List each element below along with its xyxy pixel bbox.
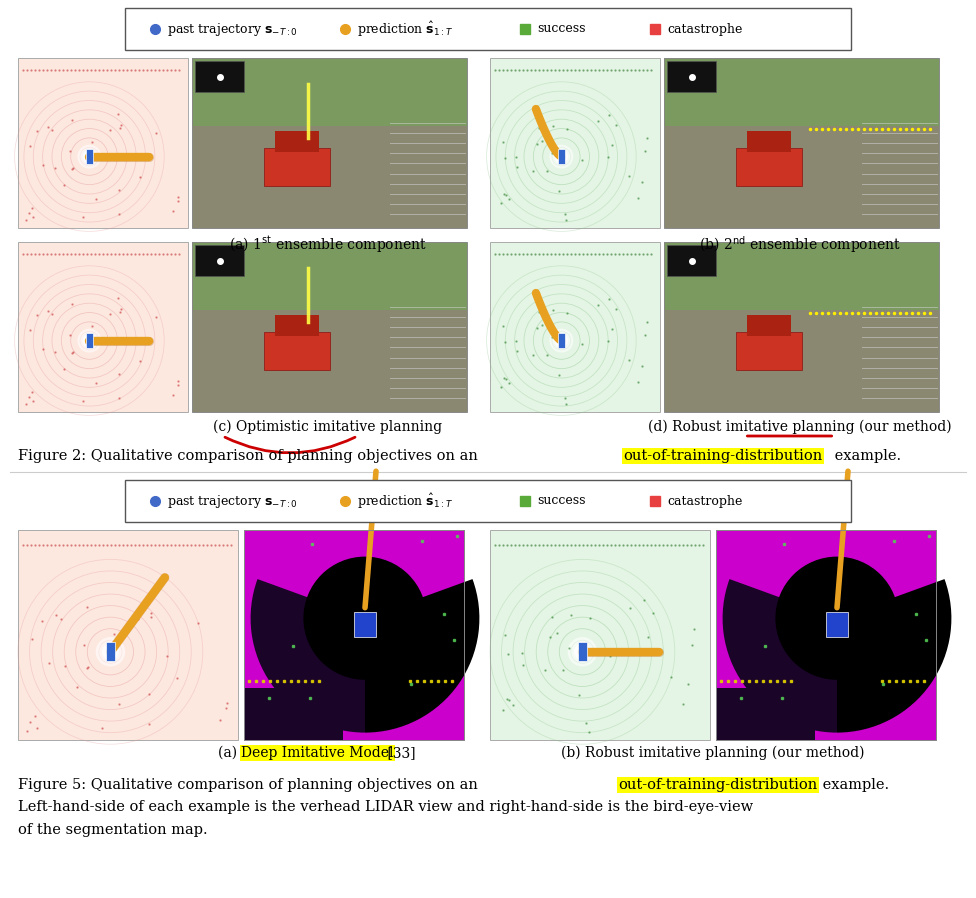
- Text: (b) 2$^{\mathrm{nd}}$ ensemble component: (b) 2$^{\mathrm{nd}}$ ensemble component: [699, 234, 901, 255]
- Text: out-of-training-distribution: out-of-training-distribution: [618, 778, 817, 792]
- Bar: [125, 480, 851, 522]
- Text: (b) Robust imitative planning (our method): (b) Robust imitative planning (our metho…: [561, 746, 865, 761]
- Wedge shape: [251, 579, 365, 733]
- Text: success: success: [537, 22, 586, 36]
- Text: success: success: [537, 495, 586, 507]
- Bar: [125, 8, 851, 50]
- Text: example.: example.: [830, 449, 901, 463]
- Bar: [716, 530, 936, 740]
- Bar: [192, 58, 467, 228]
- Circle shape: [96, 637, 125, 666]
- Circle shape: [574, 643, 590, 660]
- Bar: [664, 58, 939, 135]
- Text: (c) Optimistic imitative planning: (c) Optimistic imitative planning: [213, 420, 442, 435]
- Text: past trajectory $\mathbf{s}_{-T:0}$: past trajectory $\mathbf{s}_{-T:0}$: [167, 492, 298, 509]
- Bar: [667, 61, 716, 92]
- Bar: [558, 333, 565, 348]
- Bar: [826, 612, 848, 637]
- Bar: [558, 149, 565, 164]
- Text: prediction $\hat{\mathbf{s}}_{1:T}$: prediction $\hat{\mathbf{s}}_{1:T}$: [357, 491, 454, 511]
- Wedge shape: [722, 579, 837, 733]
- Bar: [244, 530, 464, 740]
- Circle shape: [568, 637, 597, 666]
- Bar: [86, 149, 93, 164]
- Bar: [274, 131, 318, 152]
- Text: [33]: [33]: [383, 746, 416, 760]
- Text: catastrophe: catastrophe: [667, 495, 743, 507]
- Bar: [664, 242, 939, 319]
- Bar: [264, 332, 330, 369]
- Text: Figure 2: Qualitative comparison of planning objectives on an: Figure 2: Qualitative comparison of plan…: [18, 449, 482, 463]
- Bar: [664, 126, 939, 228]
- Text: Deep Imitative Model: Deep Imitative Model: [241, 746, 393, 760]
- Circle shape: [77, 145, 102, 169]
- Bar: [354, 612, 376, 637]
- Bar: [86, 333, 93, 348]
- Bar: [667, 245, 716, 276]
- Bar: [716, 530, 936, 740]
- Bar: [244, 688, 343, 740]
- Bar: [490, 242, 660, 412]
- Circle shape: [77, 329, 102, 353]
- Circle shape: [304, 557, 427, 680]
- Bar: [192, 126, 467, 228]
- Text: (d) Robust imitative planning (our method): (d) Robust imitative planning (our metho…: [648, 420, 952, 435]
- Text: prediction $\hat{\mathbf{s}}_{1:T}$: prediction $\hat{\mathbf{s}}_{1:T}$: [357, 20, 454, 39]
- Circle shape: [83, 150, 97, 163]
- Bar: [274, 315, 318, 336]
- Bar: [747, 131, 791, 152]
- Circle shape: [102, 643, 119, 660]
- Text: out-of-training-distribution: out-of-training-distribution: [623, 449, 822, 463]
- Bar: [192, 58, 467, 135]
- Bar: [18, 58, 188, 228]
- Text: Figure 5: Qualitative comparison of planning objectives on an: Figure 5: Qualitative comparison of plan…: [18, 778, 482, 792]
- Text: (a) 1$^{\mathrm{st}}$ ensemble component: (a) 1$^{\mathrm{st}}$ ensemble component: [228, 234, 427, 255]
- Bar: [192, 242, 467, 412]
- Circle shape: [549, 329, 573, 353]
- Text: of the segmentation map.: of the segmentation map.: [18, 823, 208, 837]
- Bar: [490, 530, 710, 740]
- Bar: [664, 310, 939, 412]
- Bar: [195, 61, 244, 92]
- Circle shape: [554, 150, 568, 163]
- Bar: [192, 310, 467, 412]
- Circle shape: [549, 145, 573, 169]
- Bar: [195, 245, 244, 276]
- Circle shape: [554, 334, 568, 348]
- Bar: [106, 642, 115, 661]
- Bar: [490, 58, 660, 228]
- Circle shape: [775, 557, 899, 680]
- Bar: [664, 242, 939, 412]
- Wedge shape: [837, 579, 952, 733]
- Bar: [716, 688, 815, 740]
- Wedge shape: [365, 579, 479, 733]
- Bar: [747, 315, 791, 336]
- Bar: [736, 332, 801, 369]
- Bar: [736, 148, 801, 186]
- Text: catastrophe: catastrophe: [667, 22, 743, 36]
- Text: example.: example.: [818, 778, 889, 792]
- Bar: [192, 242, 467, 319]
- Text: (a): (a): [218, 746, 241, 760]
- Text: past trajectory $\mathbf{s}_{-T:0}$: past trajectory $\mathbf{s}_{-T:0}$: [167, 21, 298, 38]
- Circle shape: [83, 334, 97, 348]
- Bar: [18, 242, 188, 412]
- Bar: [578, 642, 587, 661]
- Bar: [664, 58, 939, 228]
- Text: Left-hand-side of each example is the verhead LIDAR view and right-hand-side is : Left-hand-side of each example is the ve…: [18, 800, 753, 814]
- Bar: [264, 148, 330, 186]
- Bar: [244, 530, 464, 740]
- Bar: [18, 530, 238, 740]
